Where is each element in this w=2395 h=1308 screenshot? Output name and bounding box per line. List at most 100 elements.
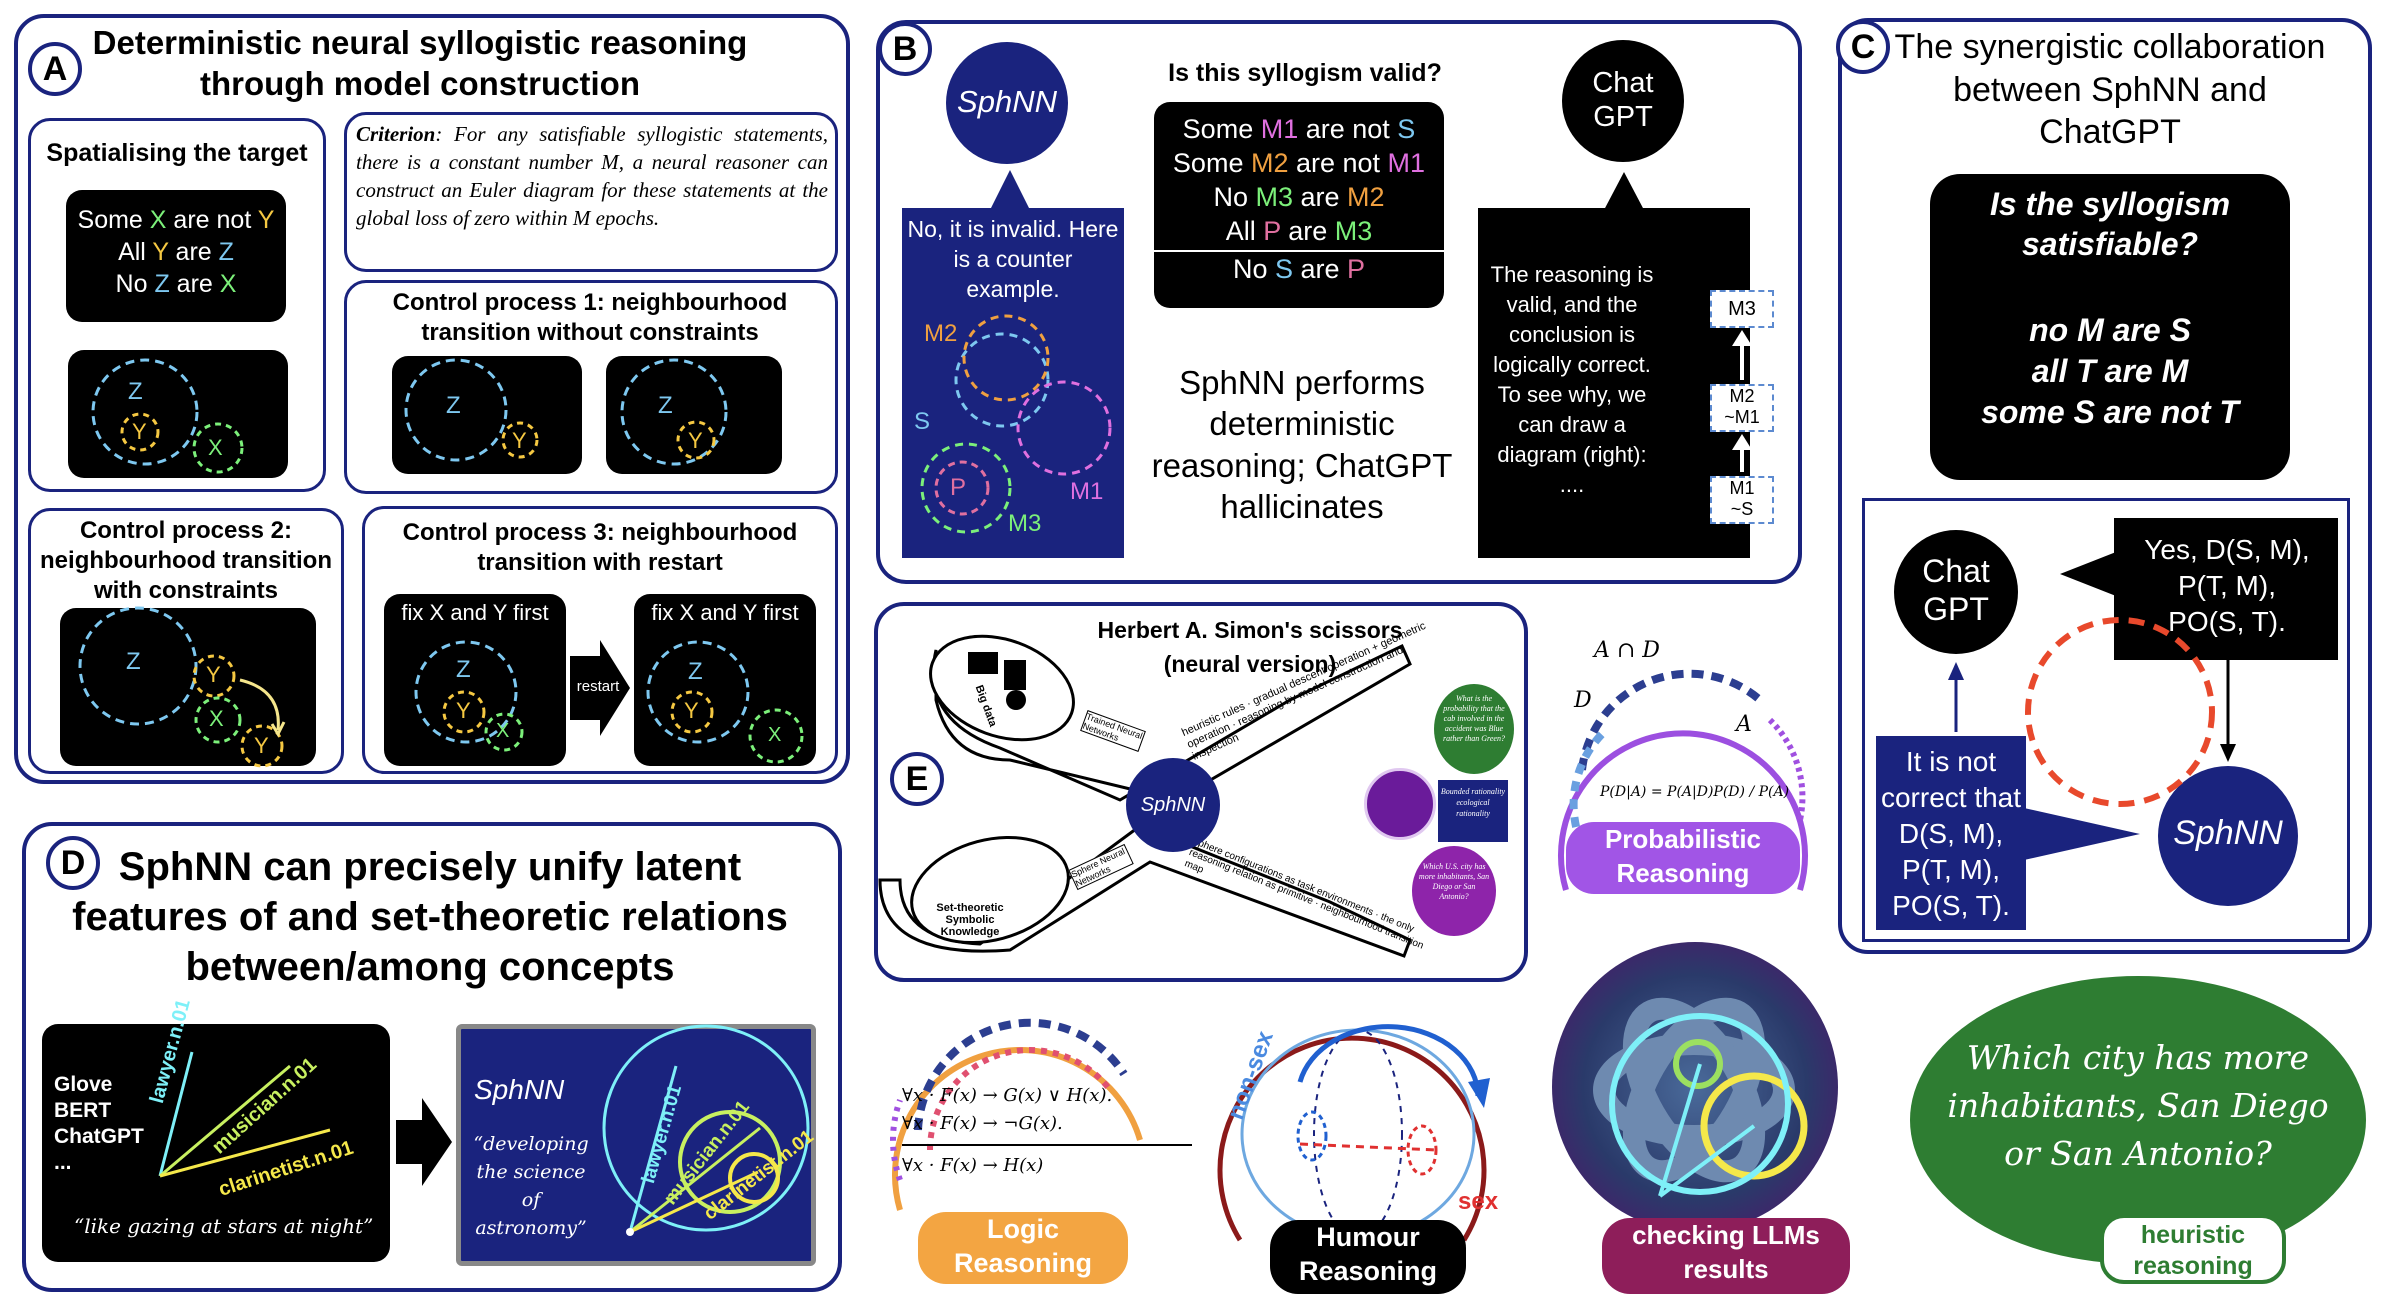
prob-formula: P(D|A) = P(A|D)P(D) / P(A) — [1600, 784, 1790, 800]
criterion-text: Criterion: For any satisfiable syllogist… — [356, 122, 828, 230]
syllogism-box — [1154, 102, 1444, 308]
collab-box — [1862, 498, 2350, 942]
chatgpt-node-c — [1894, 530, 2018, 654]
symbolic-label: Set-theoretic Symbolic Knowledge — [936, 902, 1004, 938]
control1-y-1: Y — [512, 428, 527, 453]
control1-title: Control process 1: neighbourhood transit… — [392, 289, 788, 346]
statement-1: no M are S — [2029, 312, 2191, 348]
panel-c-title: The synergistic collaboration between Sp… — [1894, 28, 2326, 151]
humour-label: Humour Reasoning — [1270, 1220, 1466, 1294]
control2-title: Control process 2: neighbourhood transit… — [40, 517, 332, 604]
sphnn-reply-c — [1876, 736, 2026, 930]
target-x: X — [208, 435, 223, 460]
control1-z-1: Z — [446, 392, 461, 419]
panel-b-summary: SphNN performs deterministic reasoning; … — [1151, 364, 1453, 525]
ce-m3: M3 — [1008, 510, 1042, 537]
heuristic-question: Which city has more inhabitants, San Die… — [1947, 1038, 2329, 1173]
premises-text: Some X are not Y All Y are Z No Z are X — [66, 204, 286, 300]
syllogism-divider — [1154, 250, 1444, 252]
chatgpt-node-b-label: Chat GPT — [1592, 67, 1654, 133]
embedding-box — [42, 1024, 390, 1262]
panel-d — [22, 822, 842, 1292]
panel-e-subtitle: (neural version) — [1163, 651, 1337, 677]
panel-d-title: SphNN can precisely unify latent feature… — [72, 845, 788, 989]
logic-premise-1: ∀x · F(x) → G(x) ∨ H(x). — [902, 1085, 1113, 1106]
panel-c-badge: C — [1836, 20, 1890, 74]
premises-box — [66, 190, 286, 322]
premise-2: All Y are Z — [118, 238, 234, 266]
syllogism-line-3: No M3 are M2 — [1213, 182, 1385, 212]
logic-formulas: ∀x · F(x) → G(x) ∨ H(x). ∀x · F(x) → ¬G(… — [902, 1082, 1192, 1180]
control3-box — [362, 506, 838, 774]
panel-a-badge: A — [28, 42, 82, 96]
logic-label: Logic Reasoning — [918, 1212, 1128, 1284]
knot-bubble — [1364, 768, 1436, 840]
control3-z-1: Z — [456, 656, 471, 683]
sphnn-node-c-label: SphNN — [2173, 814, 2283, 852]
control3-x-1: X — [496, 720, 510, 742]
panel-a-title: Deterministic neural syllogistic reasoni… — [92, 24, 748, 103]
bubble-probability-text: What is the probability that the cab inv… — [1443, 694, 1505, 743]
chatgpt-reply-c-text: Yes, D(S, M), P(T, M), PO(S, T). — [2144, 534, 2310, 637]
control3-frame-2 — [634, 594, 816, 766]
validity-question: Is this syllogism valid? — [1168, 59, 1442, 87]
spatialising-title: Spatialising the target — [46, 139, 308, 167]
syllogism-line-2: Some M2 are not M1 — [1172, 148, 1426, 178]
prob-a-and-d: A ∩ D — [1594, 638, 1660, 663]
control2-y-2: Y — [254, 733, 269, 758]
bubble-city-text: Which U.S. city has more inhabitants, Sa… — [1418, 862, 1490, 901]
chatgpt-reply-text: The reasoning is valid, and the conclusi… — [1490, 262, 1654, 497]
chatgpt-node-c-label: Chat GPT — [1922, 553, 1990, 627]
control3-y-2: Y — [684, 698, 699, 723]
logic-conclusion: ∀x · F(x) → H(x) — [902, 1155, 1044, 1176]
target-z: Z — [128, 378, 143, 405]
control2-y-1: Y — [206, 662, 221, 687]
ce-p: P — [950, 474, 967, 501]
satisfiable-question: Is the syllogism satisfiable? — [1989, 186, 2231, 262]
control1-y-2: Y — [688, 428, 703, 453]
sphnn-node-b-label: SphNN — [957, 84, 1057, 119]
quote-left: “like gazing at stars at night” — [74, 1214, 374, 1238]
premise-1: Some X are not Y — [77, 206, 275, 234]
criterion-box — [344, 112, 838, 272]
bubble-rationality-text: Bounded rationality ecological rationali… — [1440, 787, 1506, 818]
logic-divider — [902, 1144, 1192, 1146]
chatgpt-node-b — [1562, 40, 1684, 162]
ce-m2: M2 — [924, 320, 958, 347]
control1-z-2: Z — [658, 392, 673, 419]
sphnn-reply-box — [902, 208, 1124, 558]
bubble-rationality — [1438, 780, 1508, 842]
control3-z-2: Z — [688, 658, 703, 685]
panel-c — [1838, 18, 2372, 954]
chain-m2: M2 ~M1 — [1710, 384, 1774, 432]
panel-e-title: Herbert A. Simon's scissors — [1097, 617, 1403, 643]
panel-b-badge: B — [878, 22, 932, 76]
chain-m3: M3 — [1710, 290, 1774, 328]
statement-2: all T are M — [2031, 353, 2189, 389]
sphnn-reply-c-text: It is not correct that D(S, M), P(T, M), PO(… — [1880, 746, 2022, 921]
control2-box — [28, 508, 344, 774]
llm-label: checking LLMs results — [1602, 1218, 1850, 1294]
sphnn-node-b — [946, 42, 1068, 164]
control1-frame-1 — [392, 356, 582, 474]
panel-a — [14, 14, 850, 784]
bubble-probability — [1434, 684, 1514, 774]
syllogism-text: Some M1 are not S Some M2 are not M1 No … — [1154, 112, 1444, 286]
control1-box — [344, 280, 838, 494]
control3-fix-1: fix X and Y first — [401, 600, 549, 625]
ce-m1: M1 — [1070, 478, 1104, 505]
panel-e-badge: E — [890, 752, 944, 806]
target-diagram — [68, 350, 288, 478]
